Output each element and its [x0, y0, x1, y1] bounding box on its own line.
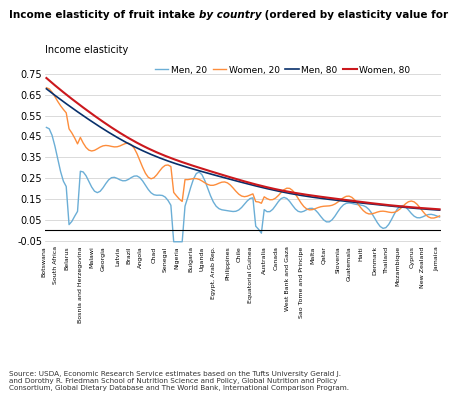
Women, 80: [66, 94, 72, 99]
Women, 20: [437, 214, 442, 218]
Legend: Men, 20, Women, 20, Men, 80, Women, 80: Men, 20, Women, 20, Men, 80, Women, 80: [155, 66, 410, 75]
Line: Women, 20: Women, 20: [46, 88, 440, 218]
Text: (ordered by elasticity value for women, age 80): (ordered by elasticity value for women, …: [261, 10, 450, 20]
Women, 80: [83, 107, 89, 112]
Line: Women, 80: Women, 80: [46, 78, 440, 209]
Men, 20: [83, 173, 89, 178]
Women, 20: [44, 85, 49, 90]
Men, 80: [437, 208, 442, 213]
Women, 20: [83, 145, 89, 150]
Men, 80: [44, 87, 49, 91]
Women, 80: [58, 88, 63, 92]
Men, 20: [58, 169, 63, 174]
Men, 20: [242, 202, 247, 207]
Women, 80: [239, 178, 244, 183]
Women, 20: [58, 103, 63, 108]
Women, 80: [431, 207, 436, 211]
Men, 80: [114, 135, 120, 140]
Men, 80: [58, 97, 63, 102]
Men, 20: [44, 125, 49, 130]
Women, 80: [437, 207, 442, 212]
Men, 20: [114, 176, 120, 181]
Women, 20: [434, 215, 440, 220]
Women, 20: [428, 216, 434, 220]
Text: Income elasticity: Income elasticity: [45, 45, 128, 55]
Women, 80: [44, 76, 49, 81]
Men, 80: [431, 207, 436, 212]
Text: Source: USDA, Economic Research Service estimates based on the Tufts University : Source: USDA, Economic Research Service …: [9, 371, 349, 391]
Men, 80: [239, 180, 244, 185]
Women, 20: [239, 194, 244, 198]
Men, 20: [434, 214, 440, 218]
Line: Men, 80: Men, 80: [46, 89, 440, 210]
Men, 80: [83, 115, 89, 120]
Women, 20: [114, 145, 120, 149]
Text: by country: by country: [199, 10, 261, 20]
Men, 20: [66, 222, 72, 227]
Men, 20: [437, 214, 442, 219]
Men, 80: [66, 103, 72, 108]
Women, 20: [66, 126, 72, 131]
Line: Men, 20: Men, 20: [46, 128, 440, 242]
Women, 80: [114, 129, 120, 134]
Men, 20: [171, 239, 176, 244]
Text: Income elasticity of fruit intake: Income elasticity of fruit intake: [9, 10, 199, 20]
